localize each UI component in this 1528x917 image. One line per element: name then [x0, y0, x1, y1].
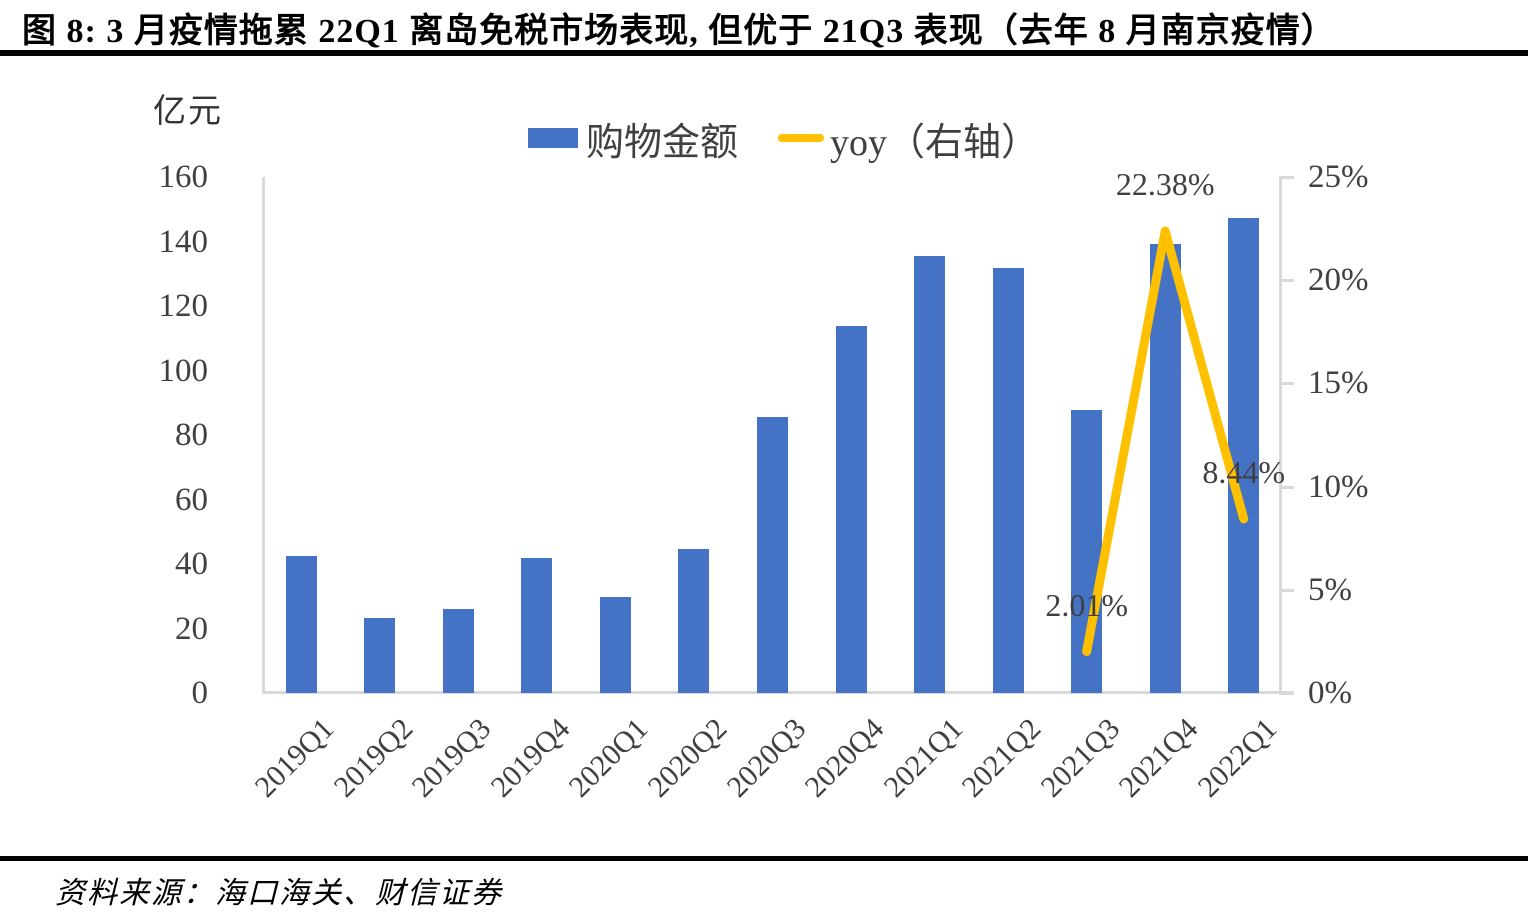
bar — [914, 256, 946, 693]
y-tick-label-left: 60 — [175, 481, 208, 518]
line-series-swatch-icon — [778, 134, 825, 142]
left-axis-line — [262, 177, 265, 693]
title-divider — [0, 50, 1528, 56]
y-tick-label-right: 5% — [1308, 571, 1352, 608]
y-tick-label-right: 25% — [1308, 159, 1369, 195]
bar — [992, 267, 1024, 693]
y-tick-label-left: 140 — [158, 223, 209, 260]
legend-item-bar-series: 购物金额 — [528, 111, 738, 166]
legend-label-bar-series: 购物金额 — [586, 121, 739, 164]
y-tick-label-right: 15% — [1308, 365, 1369, 402]
legend-label-line-series: yoy（右轴） — [830, 121, 1040, 164]
right-axis-tick-mark — [1279, 588, 1294, 592]
right-axis-tick-mark — [1279, 692, 1294, 695]
right-axis-tick-mark — [1279, 176, 1294, 179]
right-axis-line — [1279, 177, 1282, 693]
y-tick-label-left: 160 — [158, 159, 209, 195]
y-tick-label-right: 10% — [1308, 468, 1369, 505]
chart-legend: 购物金额 yoy（右轴） — [528, 112, 1039, 164]
bar — [757, 416, 788, 693]
line-data-label: 2.01% — [1045, 586, 1128, 623]
y-tick-label-left: 40 — [175, 546, 208, 582]
figure-title: 图 8: 3 月疫情拖累 22Q1 离岛免税市场表现, 但优于 21Q3 表现（… — [22, 13, 1336, 50]
legend-item-line-series: yoy（右轴） — [778, 111, 1039, 166]
y-tick-label-left: 20 — [175, 610, 208, 647]
y-tick-label-left: 100 — [158, 352, 209, 389]
bar — [442, 609, 474, 693]
bar-series-swatch-icon — [528, 128, 578, 148]
line-data-label: 22.38% — [1115, 166, 1215, 203]
y-tick-label-left: 120 — [158, 288, 209, 324]
y-tick-label-right: 20% — [1308, 262, 1369, 299]
y-tick-label-left: 80 — [175, 417, 208, 453]
bar — [1071, 409, 1103, 693]
y-tick-label-left: 0 — [191, 675, 209, 711]
left-axis-unit-label: 亿元 — [153, 94, 223, 130]
bar — [835, 325, 867, 693]
bar — [285, 555, 317, 693]
line-data-label: 8.44% — [1202, 453, 1286, 490]
footer-divider — [0, 856, 1528, 861]
y-tick-label-right: 0% — [1308, 675, 1352, 711]
bar — [599, 596, 631, 693]
bar — [364, 617, 396, 693]
right-axis-tick-mark — [1279, 279, 1294, 283]
right-axis-tick-mark — [1279, 382, 1294, 386]
bar — [521, 557, 553, 693]
right-axis-tick-mark — [1279, 485, 1294, 489]
source-note: 资料来源：海口海关、财信证券 — [55, 877, 503, 910]
bar — [678, 548, 710, 693]
